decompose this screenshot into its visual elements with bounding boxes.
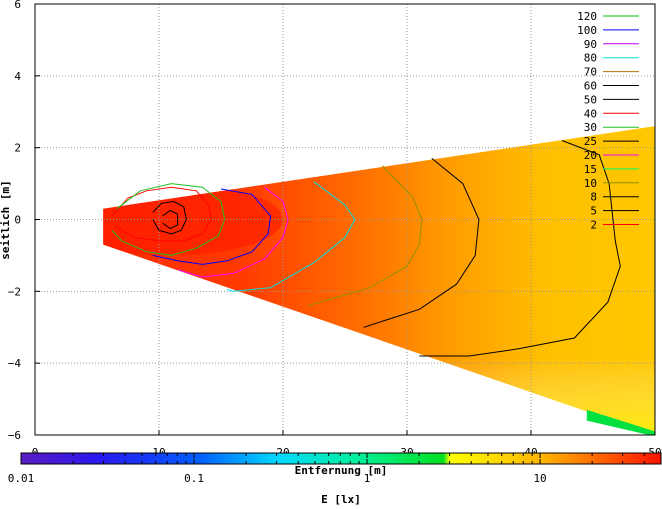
contour-8: [363, 158, 480, 328]
x-axis-label: Entfernung [m]: [295, 464, 388, 477]
legend-label: 60: [584, 80, 597, 93]
y-tick-label: 0: [14, 214, 21, 227]
contour-15: [227, 181, 356, 292]
colorbar: 0.01 0.1 1 10: [8, 452, 662, 485]
colorbar-tick-label: 0.01: [8, 472, 35, 485]
legend-label: 2: [590, 219, 597, 232]
y-tick-label: 4: [14, 70, 21, 83]
legend-label: 50: [584, 93, 597, 106]
legend-label: 25: [584, 135, 597, 148]
colorbar-ticks: 0.01 0.1 1 10: [8, 453, 662, 485]
legend-label: 70: [584, 66, 597, 79]
legend-label: 40: [584, 107, 597, 120]
legend-label: 100: [577, 24, 597, 37]
contour-60: [162, 209, 179, 230]
colorbar-tick-label: 1: [364, 472, 371, 485]
contour-lines: [111, 140, 621, 357]
legend-label: 10: [584, 177, 597, 190]
colorbar-label: E [lx]: [321, 493, 361, 505]
y-axis-label: seitlich [m]: [0, 180, 12, 259]
contour-10: [307, 165, 423, 307]
contour-40: [111, 186, 212, 242]
y-tick-label: 6: [14, 0, 21, 11]
contour-20: [177, 186, 289, 278]
legend-label: 15: [584, 163, 597, 176]
legend-label: 120: [577, 10, 597, 23]
colorbar-tick-label: 10: [533, 472, 546, 485]
y-tick-label: −4: [8, 357, 22, 370]
y-tick-label: −2: [8, 285, 21, 298]
contour-30: [111, 183, 226, 256]
legend-label: 80: [584, 52, 597, 65]
contour-50: [152, 200, 187, 235]
y-axis-ticks: 6 4 2 0 −2 −4 −6: [8, 0, 40, 442]
legend-label: 8: [590, 191, 597, 204]
legend-label: 20: [584, 149, 597, 162]
legend-label: 5: [590, 205, 597, 218]
field-low-region: [586, 409, 655, 435]
colorbar-gradient: [20, 452, 662, 465]
legend-label: 90: [584, 38, 597, 51]
y-tick-label: −6: [8, 429, 21, 442]
y-tick-label: 2: [14, 142, 21, 155]
contour-25: [152, 188, 272, 265]
grid: [35, 4, 655, 435]
legend-label: 30: [584, 121, 597, 134]
colorbar-tick-label: 0.1: [184, 472, 204, 485]
